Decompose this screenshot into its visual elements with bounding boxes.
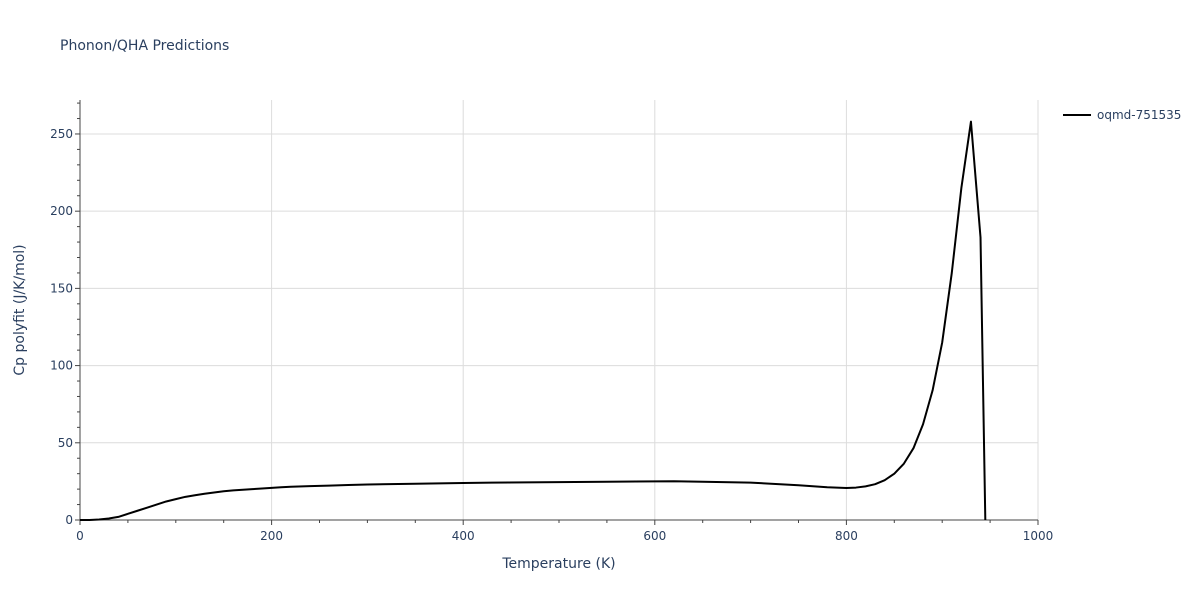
x-tick-label: 200 [260,529,283,543]
x-tick-label: 800 [835,529,858,543]
grid [80,100,1039,520]
x-tick-label: 600 [643,529,666,543]
x-axis-title: Temperature (K) [501,556,615,572]
y-tick-label: 0 [65,513,73,527]
y-tick-label: 200 [50,204,73,218]
legend-label: oqmd-751535 [1097,108,1181,122]
y-axis-ticks: 0 50 100 150 200 250 [50,127,73,527]
x-tick-label: 1000 [1023,529,1054,543]
chart-title: Phonon/QHA Predictions [60,38,229,54]
y-tick-label: 50 [58,436,73,450]
y-axis-title: Cp polyfit (J/K/mol) [12,244,28,375]
legend[interactable]: oqmd-751535 [1063,108,1181,122]
x-tick-label: 400 [452,529,475,543]
axes [75,100,1039,525]
x-axis-ticks: 0 200 400 600 800 1000 [76,529,1053,543]
series-line [80,120,987,521]
x-tick-label: 0 [76,529,84,543]
y-tick-label: 150 [50,281,73,295]
y-tick-label: 250 [50,127,73,141]
y-tick-label: 100 [50,359,73,373]
plot-area [80,120,987,521]
